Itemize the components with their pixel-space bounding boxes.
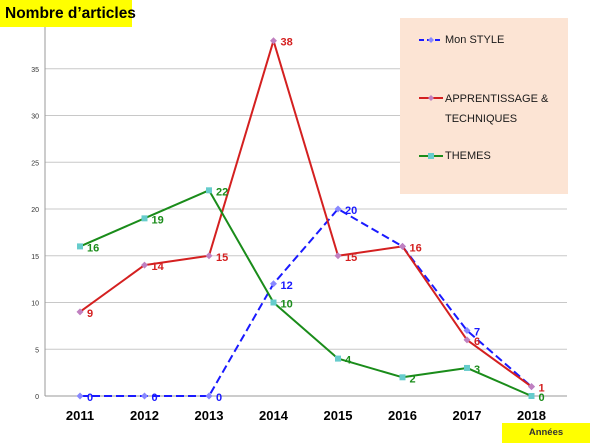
y-tick-label: 10 [31, 301, 39, 308]
data-labels: 0 0 0 12 20 7 9 14 15 38 15 16 6 1 16 19 22 10 4 2 3 0 [87, 37, 545, 404]
data-point [141, 392, 148, 400]
data-point [399, 242, 406, 250]
legend-label: Mon STYLE [445, 34, 505, 46]
y-tick-label: 20 [31, 207, 39, 214]
data-point [77, 243, 83, 250]
x-tick-label: 2013 [195, 408, 224, 423]
data-point [334, 205, 342, 213]
data-point [206, 187, 212, 194]
x-tick-label: 2016 [388, 408, 417, 423]
data-point [76, 392, 84, 400]
x-tick-label: 2012 [130, 408, 159, 423]
legend: Mon STYLE APPRENTISSAGE & TECHNIQUES THE… [400, 18, 568, 194]
x-axis-ticks: 2011 2012 2013 2014 2015 2016 2017 2018 [66, 408, 546, 423]
grid-lines [44, 22, 567, 397]
data-label: 6 [474, 336, 480, 348]
data-point [205, 252, 213, 260]
data-label: 0 [87, 392, 93, 404]
legend-swatch-mon-style [419, 37, 443, 43]
data-point [335, 355, 341, 362]
legend-swatch-themes [419, 153, 443, 159]
data-label: 3 [474, 364, 480, 376]
data-label: 0 [216, 392, 222, 404]
x-tick-label: 2018 [517, 408, 546, 423]
data-label: 0 [152, 392, 158, 404]
y-tick-label: 25 [31, 160, 39, 167]
data-label: 10 [281, 299, 293, 311]
y-tick-label: 0 [35, 394, 39, 401]
data-label: 15 [216, 252, 228, 264]
data-point [463, 327, 471, 335]
x-tick-label: 2014 [259, 408, 289, 423]
data-label: 9 [87, 308, 93, 320]
legend-label: APPRENTISSAGE & TECHNIQUES [445, 93, 549, 125]
data-point [464, 364, 470, 371]
data-label: 15 [345, 252, 357, 264]
x-tick-label: 2017 [453, 408, 482, 423]
legend-label: THEMES [445, 150, 491, 162]
chart-title: Nombre d’articles [0, 0, 136, 27]
data-label: 14 [152, 261, 165, 273]
y-tick-label: 35 [31, 67, 39, 74]
series-lines [76, 37, 535, 400]
data-label: 22 [216, 186, 228, 198]
data-point [76, 308, 84, 316]
legend-swatch-apprentissage [419, 95, 443, 101]
data-label: 19 [152, 214, 164, 226]
data-label: 16 [87, 242, 99, 254]
data-point [528, 383, 535, 391]
data-label: 12 [281, 280, 293, 292]
x-axis-label: Années [502, 423, 590, 443]
data-point [463, 336, 471, 344]
series-line [80, 208, 533, 397]
data-label: 38 [281, 37, 293, 49]
data-label: 4 [345, 355, 352, 367]
data-point [528, 393, 535, 399]
data-label: 1 [539, 383, 545, 395]
y-tick-label: 5 [35, 347, 39, 354]
y-axis-ticks: 0 5 10 15 20 25 30 35 [31, 67, 39, 401]
data-point [141, 215, 148, 222]
data-point [270, 280, 277, 288]
x-tick-label: 2015 [324, 408, 353, 423]
y-tick-label: 30 [31, 114, 39, 121]
data-label: 16 [410, 242, 422, 254]
data-point [205, 392, 213, 400]
data-label: 7 [474, 327, 480, 339]
data-label: 0 [539, 392, 545, 404]
data-label: 20 [345, 205, 357, 217]
data-label: 2 [410, 373, 416, 385]
y-tick-label: 15 [31, 254, 39, 261]
x-tick-label: 2011 [66, 408, 94, 423]
series-line [79, 39, 533, 388]
data-point [141, 261, 148, 269]
data-point [399, 374, 406, 381]
data-point [270, 299, 277, 306]
data-point [270, 37, 277, 45]
series-line [79, 189, 532, 397]
data-point [334, 252, 342, 260]
